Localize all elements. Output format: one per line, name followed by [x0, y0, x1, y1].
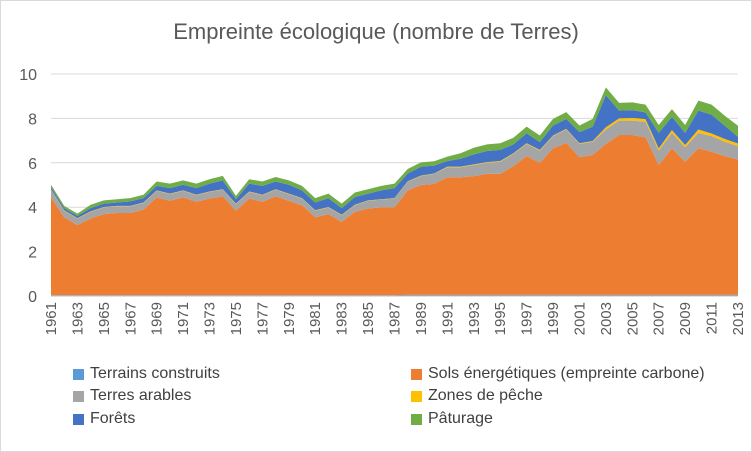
x-tick-label: 1961: [43, 302, 60, 335]
x-tick-label: 2001: [571, 302, 588, 335]
chart-title: Empreinte écologique (nombre de Terres): [173, 19, 579, 44]
y-tick-label: 0: [28, 289, 37, 306]
area-series: [51, 95, 738, 219]
x-tick-label: 1987: [387, 302, 404, 335]
x-tick-label: 1979: [281, 302, 298, 335]
x-tick-label: 2003: [598, 302, 615, 335]
y-tick-label: 2: [28, 245, 37, 262]
y-tick-label: 4: [28, 200, 37, 217]
area-series: [51, 117, 738, 219]
x-tick-label: 1993: [466, 302, 483, 335]
x-tick-label: 1989: [413, 302, 430, 335]
x-tick-label: 1967: [122, 302, 139, 335]
y-tick-label: 6: [28, 156, 37, 173]
x-tick-label: 2007: [651, 302, 668, 335]
x-tick-label: 1991: [439, 302, 456, 335]
x-tick-label: 1977: [254, 302, 271, 335]
area-series: [51, 120, 738, 226]
x-tick-label: 1999: [545, 302, 562, 335]
y-tick-label: 10: [19, 67, 37, 84]
x-tick-label: 1983: [334, 302, 351, 335]
x-tick-label: 1973: [202, 302, 219, 335]
x-tick-label: 1971: [175, 302, 192, 335]
x-tick-label: 2011: [704, 302, 721, 334]
x-tick-label: 1985: [360, 302, 377, 335]
x-tick-label: 1969: [149, 302, 166, 335]
x-tick-label: 2009: [677, 302, 694, 335]
x-tick-label: 1995: [492, 302, 509, 335]
x-tick-label: 1981: [307, 302, 324, 335]
x-tick-label: 2005: [624, 302, 641, 335]
x-tick-label: 1975: [228, 302, 245, 335]
area-series: [51, 135, 738, 296]
x-tick-label: 1965: [96, 302, 113, 335]
x-tick-label: 2013: [730, 302, 747, 335]
x-tick-label: 1997: [519, 302, 536, 335]
x-tick-label: 1963: [69, 302, 86, 335]
y-tick-label: 8: [28, 111, 37, 128]
